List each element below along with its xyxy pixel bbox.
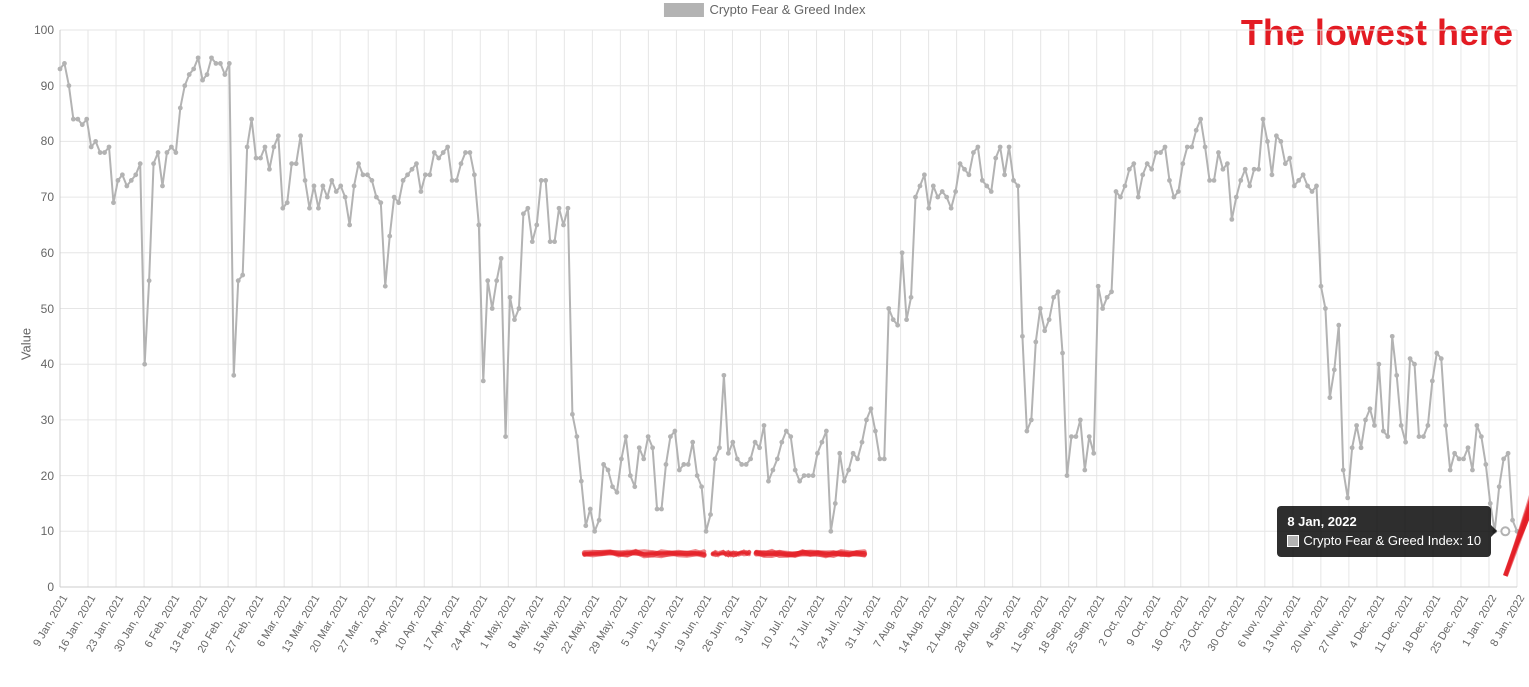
y-tick-label: 80 xyxy=(24,134,54,148)
y-tick-label: 30 xyxy=(24,413,54,427)
chart-area: 01020304050607080901009 Jan, 202116 Jan,… xyxy=(60,30,1517,587)
y-tick-label: 20 xyxy=(24,469,54,483)
y-tick-label: 10 xyxy=(24,524,54,538)
y-tick-label: 90 xyxy=(24,79,54,93)
y-axis-label: Value xyxy=(19,327,34,359)
y-tick-label: 50 xyxy=(24,302,54,316)
y-tick-label: 40 xyxy=(24,357,54,371)
y-tick-label: 100 xyxy=(24,23,54,37)
y-tick-label: 70 xyxy=(24,190,54,204)
y-tick-label: 0 xyxy=(24,580,54,594)
legend-label: Crypto Fear & Greed Index xyxy=(709,2,865,17)
y-tick-label: 60 xyxy=(24,246,54,260)
legend-swatch xyxy=(663,3,703,17)
chart-legend[interactable]: Crypto Fear & Greed Index xyxy=(663,2,865,17)
chart-svg xyxy=(60,30,1517,587)
